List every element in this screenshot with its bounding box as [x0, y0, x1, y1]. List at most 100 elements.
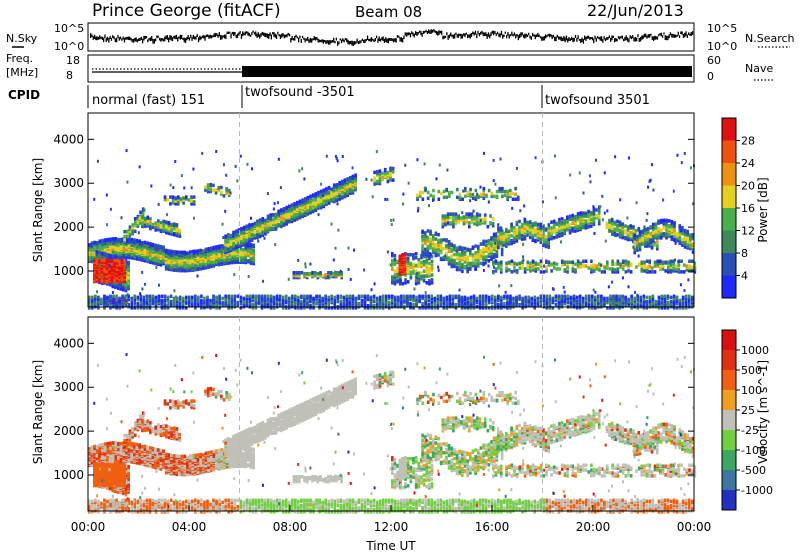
- power-cell-near: [103, 294, 106, 299]
- power-cell: [576, 262, 580, 266]
- power-cell: [421, 238, 424, 242]
- power-cell: [608, 224, 611, 229]
- power-cell: [167, 225, 171, 230]
- power-cell: [242, 236, 246, 240]
- power-cell: [621, 259, 625, 264]
- power-cell: [463, 265, 467, 269]
- power-cell: [253, 230, 257, 234]
- power-cell: [460, 218, 463, 222]
- power-cell: [515, 236, 519, 240]
- cpid-row: CPID normal (fast) 151 twofsound -3501 t…: [8, 85, 650, 108]
- noise-point: [506, 34, 508, 39]
- power-cell: [111, 249, 115, 254]
- power-cell: [225, 187, 228, 191]
- power-cell: [629, 230, 633, 235]
- power-cell: [516, 195, 520, 200]
- power-cell: [468, 215, 471, 219]
- power-cell: [125, 246, 128, 251]
- power-cell: [130, 237, 134, 242]
- power-cell: [495, 194, 499, 199]
- power-cell: [138, 253, 141, 258]
- power-cell: [498, 186, 502, 191]
- power-cell: [186, 251, 189, 255]
- power-cell: [396, 259, 399, 264]
- power-cell: [232, 241, 235, 245]
- power-cell: [558, 220, 561, 225]
- power-cell: [510, 262, 514, 266]
- power-cell: [319, 202, 323, 206]
- power-cell: [638, 230, 642, 234]
- power-cell: [531, 222, 535, 226]
- power-cell: [90, 241, 94, 245]
- noise-point: [608, 35, 610, 39]
- power-cell: [439, 256, 443, 261]
- power-cell: [659, 228, 663, 232]
- power-cell: [558, 217, 561, 222]
- power-cell: [116, 256, 120, 260]
- power-cell: [664, 269, 667, 273]
- power-cell: [523, 217, 527, 222]
- power-cell: [192, 195, 196, 199]
- power-cell: [375, 169, 379, 174]
- power-cell: [167, 259, 171, 264]
- power-cell: [188, 252, 192, 256]
- power-cell: [616, 270, 620, 274]
- power-cell: [311, 271, 314, 275]
- power-cell: [673, 223, 676, 227]
- power-cell: [571, 213, 575, 218]
- power-cell: [417, 276, 421, 280]
- noise-point: [170, 35, 172, 41]
- noise-point: [266, 33, 269, 39]
- power-cell: [476, 259, 480, 263]
- freq-tick-top: 18: [66, 54, 80, 67]
- power-cell: [461, 256, 464, 260]
- power-cell: [678, 226, 682, 230]
- power-cell-strong: [110, 297, 114, 302]
- noise-point: [619, 36, 621, 40]
- noise-point: [136, 39, 139, 43]
- noise-point: [481, 30, 483, 34]
- power-cell: [311, 200, 315, 204]
- power-cell: [539, 225, 543, 229]
- power-cell: [566, 260, 569, 264]
- power-cell: [616, 227, 619, 231]
- power-cell: [228, 253, 232, 257]
- power-cell: [590, 270, 593, 274]
- noise-point: [221, 35, 223, 40]
- power-cell: [393, 269, 397, 273]
- power-cell: [683, 239, 687, 243]
- power-cell: [256, 219, 259, 223]
- power-cell: [523, 221, 527, 226]
- power-cell: [497, 236, 500, 240]
- power-cell: [389, 168, 392, 172]
- noise-point: [174, 35, 176, 40]
- power-cell: [691, 232, 695, 237]
- power-cell: [240, 238, 243, 243]
- noise-point: [555, 36, 557, 42]
- power-cell: [455, 248, 459, 252]
- power-cell: [667, 223, 671, 228]
- power-cell: [261, 231, 265, 235]
- power-cell: [616, 233, 619, 237]
- power-cell: [386, 179, 390, 184]
- power-cell: [148, 253, 152, 258]
- power-cell: [518, 261, 522, 265]
- power-cell: [314, 192, 318, 196]
- power-cell: [133, 241, 136, 245]
- power-cell: [220, 190, 223, 195]
- power-cell: [584, 219, 588, 223]
- power-cell: [590, 264, 593, 268]
- power-cell-strong: [105, 278, 109, 283]
- power-cell: [280, 218, 283, 223]
- power-cell: [330, 190, 333, 194]
- power-cell: [518, 230, 521, 234]
- power-cell: [162, 245, 165, 249]
- power-cell: [627, 265, 630, 269]
- power-cell: [272, 222, 275, 227]
- power-cell: [626, 237, 630, 242]
- power-cell: [579, 224, 582, 229]
- power-cell: [479, 194, 483, 199]
- noise-point: [442, 35, 444, 40]
- power-cell: [495, 234, 499, 238]
- power-cell: [341, 189, 344, 193]
